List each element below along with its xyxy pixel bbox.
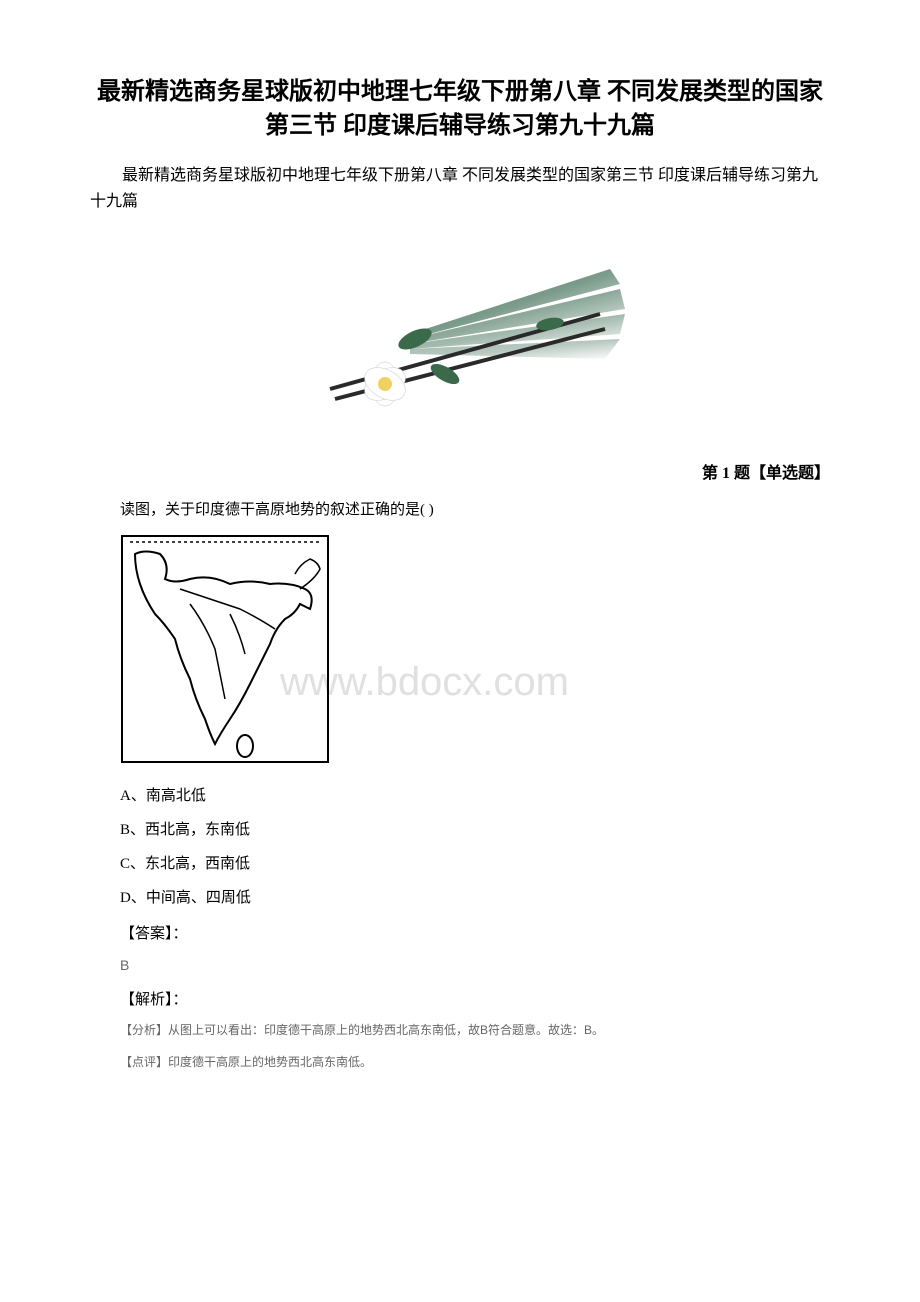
answer-label: 【答案】： — [90, 922, 830, 943]
analysis-line-2: 【点评】印度德干高原上的地势西北高东南低。 — [120, 1053, 830, 1072]
subtitle-text: 最新精选商务星球版初中地理七年级下册第八章 不同发展类型的国家第三节 印度课后辅… — [90, 163, 830, 214]
sri-lanka — [237, 735, 253, 757]
northeast-region — [295, 559, 320, 589]
question-text: 读图，关于印度德干高原地势的叙述正确的是( ) — [90, 498, 830, 519]
option-b: B、西北高，东南低 — [90, 818, 830, 842]
india-map — [120, 534, 830, 769]
river-3 — [230, 614, 245, 654]
page-title: 最新精选商务星球版初中地理七年级下册第八章 不同发展类型的国家第三节 印度课后辅… — [90, 76, 830, 143]
india-outline — [135, 552, 312, 745]
decoration-image — [90, 234, 830, 439]
question-header: 第 1 题【单选题】 — [90, 459, 830, 483]
option-d: D、中间高、四周低 — [90, 886, 830, 910]
option-c: C、东北高，西南低 — [90, 852, 830, 876]
analysis-label: 【解析】： — [90, 988, 830, 1009]
page-content: 最新精选商务星球版初中地理七年级下册第八章 不同发展类型的国家第三节 印度课后辅… — [90, 76, 830, 1072]
answer-value: B — [120, 957, 830, 973]
analysis-line-1: 【分析】从图上可以看出：印度德干高原上的地势西北高东南低，故B符合题意。故选：B… — [120, 1021, 830, 1040]
option-a: A、南高北低 — [90, 784, 830, 808]
river-2 — [190, 604, 225, 699]
